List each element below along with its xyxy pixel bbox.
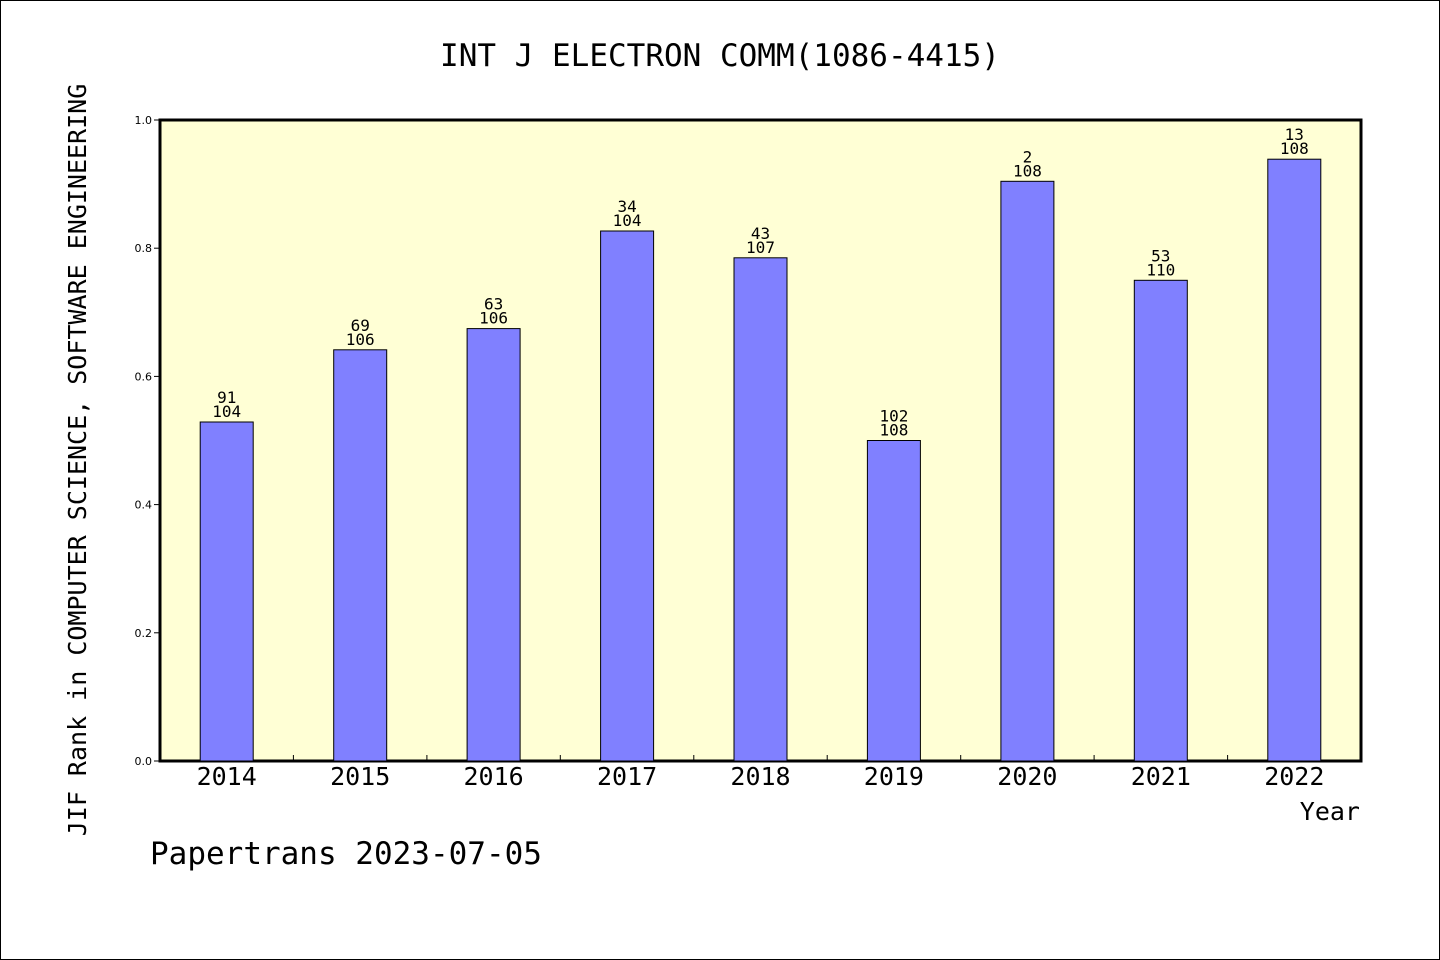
bar-2018 [733,257,788,762]
y-tick-label-0.8: 0.8 [135,242,153,255]
x-axis-label: Year [1300,797,1360,826]
x-tick-label-2015: 2015 [330,762,390,791]
bar-label-rank-2021: 53 [1151,246,1170,265]
x-tick-label-2019: 2019 [864,762,924,791]
bar-2017 [600,230,655,762]
bar-label-rank-2015: 69 [351,316,370,335]
x-tick-label-2020: 2020 [997,762,1057,791]
y-ticks-group: 0.0 0.2 0.4 0.6 0.8 1.0 [135,114,160,768]
y-axis-label: JIF Rank in COMPUTER SCIENCE, SOFTWARE E… [63,84,92,837]
bar-label-rank-2016: 63 [484,295,503,314]
bar-label-total-2016: 106 [479,309,508,328]
bar-label-total-2021: 110 [1146,260,1175,279]
bar-label-rank-2019: 102 [879,407,908,426]
x-tick-label-2021: 2021 [1131,762,1191,791]
y-tick-label-0.6: 0.6 [135,370,153,383]
x-tick-label-2016: 2016 [463,762,523,791]
bar-2020 [1000,180,1055,762]
bar-label-total-2017: 104 [613,211,642,230]
bar-label-rank-2017: 34 [617,197,636,216]
y-tick-label-0.0: 0.0 [135,755,153,768]
bar-label-total-2014: 104 [212,402,241,421]
y-tick-label-0.2: 0.2 [135,627,153,640]
footer-credit: Papertrans 2023-07-05 [150,836,542,872]
bar-2022 [1267,158,1322,762]
bar-label-rank-2020: 2 [1023,147,1033,166]
x-tick-label-2017: 2017 [597,762,657,791]
x-tick-label-2022: 2022 [1264,762,1324,791]
bar-label-total-2015: 106 [346,330,375,349]
chart-title: INT J ELECTRON COMM(1086-4415) [440,38,1000,74]
x-ticks-group: 2014 2015 2016 2017 2018 2019 2020 2021 2022 [197,755,1324,791]
x-tick-label-2014: 2014 [197,762,257,791]
bar-labels-group: 9110469106631063410443107102108210853110… [212,125,1309,439]
bar-label-rank-2022: 13 [1285,125,1304,144]
bar-2019 [866,440,921,762]
bar-2015 [333,349,388,762]
bar-2016 [466,328,521,762]
bar-label-total-2020: 108 [1013,161,1042,180]
bars-group [199,158,1322,762]
bar-2014 [199,421,254,762]
bar-label-rank-2018: 43 [751,224,770,243]
bar-label-total-2022: 108 [1280,139,1309,158]
y-tick-label-0.4: 0.4 [135,499,153,512]
y-tick-label-1.0: 1.0 [135,114,153,127]
x-tick-label-2018: 2018 [730,762,790,791]
bar-label-total-2018: 107 [746,238,775,257]
bar-2021 [1133,279,1188,762]
bar-label-rank-2014: 91 [217,388,236,407]
bar-label-total-2019: 108 [879,421,908,440]
